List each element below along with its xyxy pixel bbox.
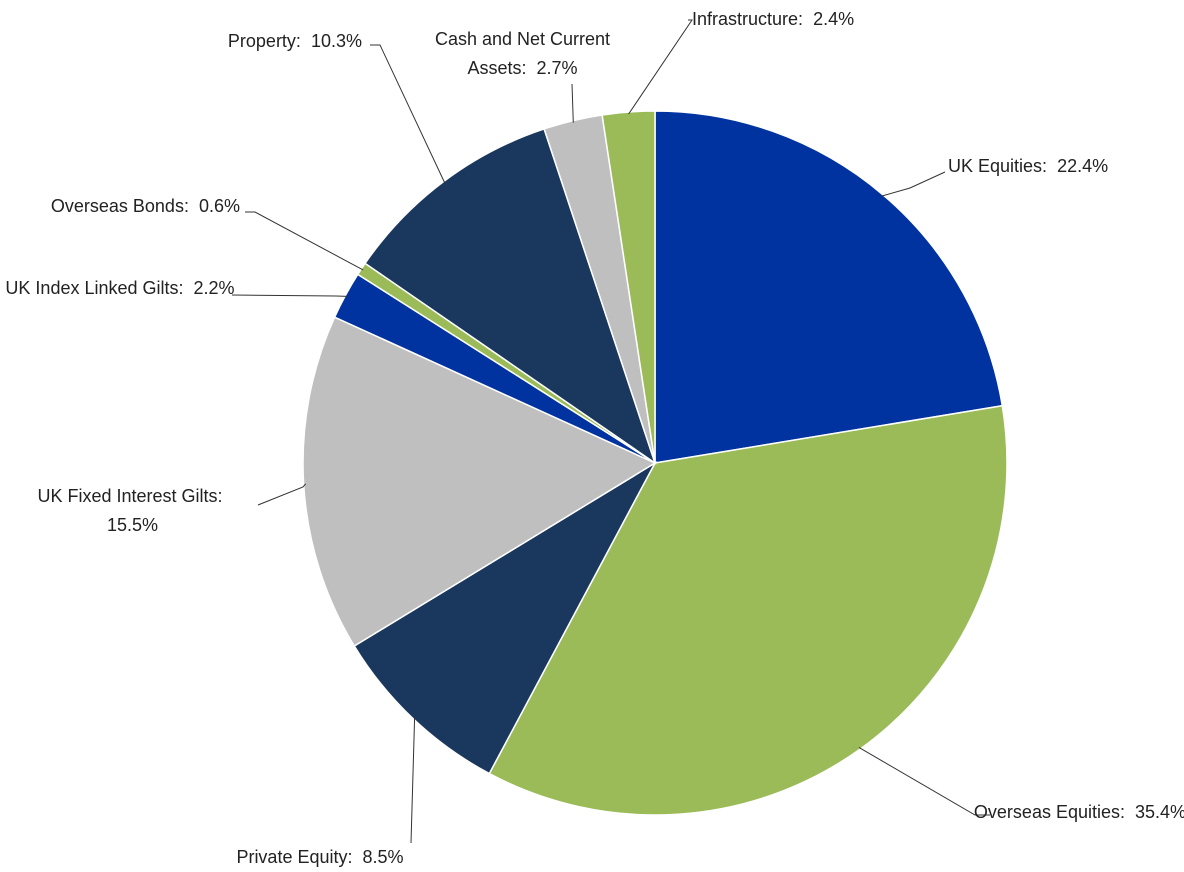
value-label: 8.5%	[362, 847, 404, 867]
value-label: 35.4%	[1135, 802, 1184, 822]
category-label: Overseas Equities:	[973, 802, 1125, 822]
leader-line	[231, 294, 348, 297]
pie-slice	[488, 404, 1008, 816]
category-label: Cash and Net Current Assets:	[434, 29, 611, 78]
data-label: Property: 10.3%	[120, 27, 362, 56]
leader-line	[858, 747, 990, 816]
data-label: UK Equities: 22.4%	[948, 152, 1184, 181]
category-label: UK Fixed Interest Gilts:	[37, 486, 223, 506]
value-label: 2.7%	[536, 58, 578, 78]
value-label: 2.2%	[193, 278, 235, 298]
leader-line	[245, 211, 364, 271]
data-label: UK Index Linked Gilts: 2.2%	[0, 274, 240, 303]
data-label: Private Equity: 8.5%	[200, 843, 440, 872]
leader-line	[410, 717, 416, 844]
pie-slice	[302, 316, 657, 648]
category-label: UK Equities:	[948, 156, 1048, 176]
leader-line	[370, 44, 446, 184]
category-label: UK Index Linked Gilts:	[5, 278, 184, 298]
category-label: Infrastructure:	[692, 9, 804, 29]
category-label: Property:	[227, 31, 301, 51]
leader-line	[571, 83, 574, 123]
pie-slice	[353, 460, 657, 775]
data-label: Overseas Equities: 35.4%	[970, 798, 1184, 827]
value-label: 22.4%	[1057, 156, 1109, 176]
data-label: UK Fixed Interest Gilts: 15.5%	[10, 482, 250, 540]
value-label: 10.3%	[310, 31, 362, 51]
data-label: Infrastructure: 2.4%	[692, 5, 932, 34]
category-label: Private Equity:	[236, 847, 353, 867]
category-label: Overseas Bonds:	[50, 196, 189, 216]
data-label: Cash and Net Current Assets: 2.7%	[405, 25, 640, 83]
leader-line	[881, 171, 946, 197]
value-label: 0.6%	[198, 196, 240, 216]
data-label: Overseas Bonds: 0.6%	[0, 192, 240, 221]
value-label: 15.5%	[106, 515, 159, 535]
pie-slice	[601, 110, 656, 464]
leader-line	[257, 483, 307, 506]
leader-line	[628, 19, 693, 115]
pie-slice	[654, 110, 1004, 464]
value-label: 2.4%	[813, 9, 855, 29]
